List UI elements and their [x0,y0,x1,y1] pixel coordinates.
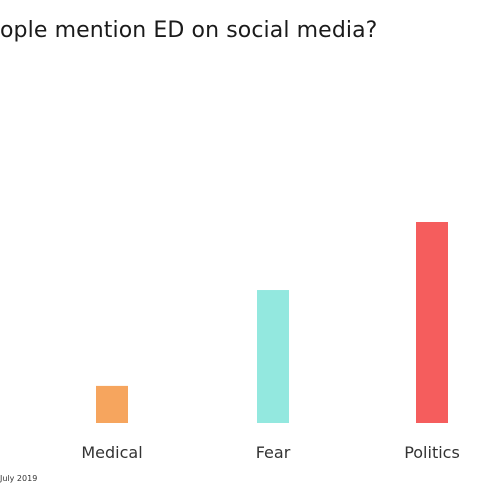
bars-group [96,222,448,423]
bar-politics [416,222,448,423]
bar-medical [96,385,128,423]
chart-title: ople mention ED on social media? [0,18,378,43]
category-label-fear: Fear [256,443,291,462]
category-label-politics: Politics [404,443,460,462]
bar-fear [257,290,289,423]
category-labels-group: Medical Fear Politics [81,443,459,462]
footnote-date: July 2019 [0,474,38,483]
category-label-medical: Medical [81,443,142,462]
